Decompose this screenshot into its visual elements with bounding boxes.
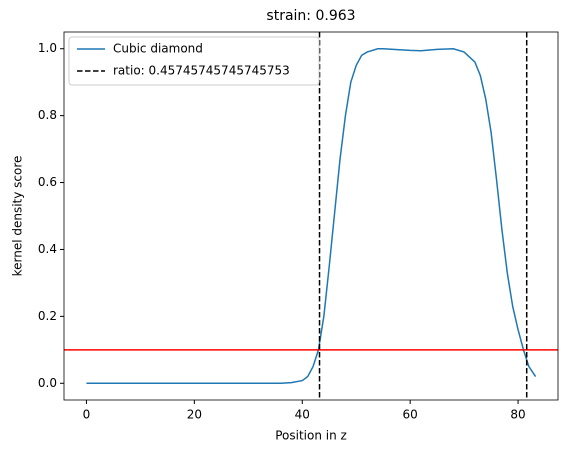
x-tick-label: 60 [403,408,418,422]
legend-box [68,36,320,86]
plot-frame [63,31,559,401]
y-tick-label: 1.0 [38,41,57,55]
x-tick-label: 40 [295,408,310,422]
legend-label: ratio: 0.45745745745745753 [113,64,290,78]
y-tick-label: 0.8 [38,108,57,122]
legend-label: Cubic diamond [113,42,203,56]
x-tick-label: 20 [187,408,202,422]
y-tick-label: 0.2 [38,309,57,323]
x-tick-label: 80 [510,408,525,422]
chart-title: strain: 0.963 [266,8,355,24]
y-tick-label: 0.6 [38,175,57,189]
x-axis-label: Position in z [275,429,347,443]
y-axis-label: kernel density score [11,156,25,277]
y-tick-label: 0.0 [38,376,57,390]
y-tick-label: 0.4 [38,242,57,256]
data-line [86,47,537,385]
x-tick-label: 0 [83,408,91,422]
